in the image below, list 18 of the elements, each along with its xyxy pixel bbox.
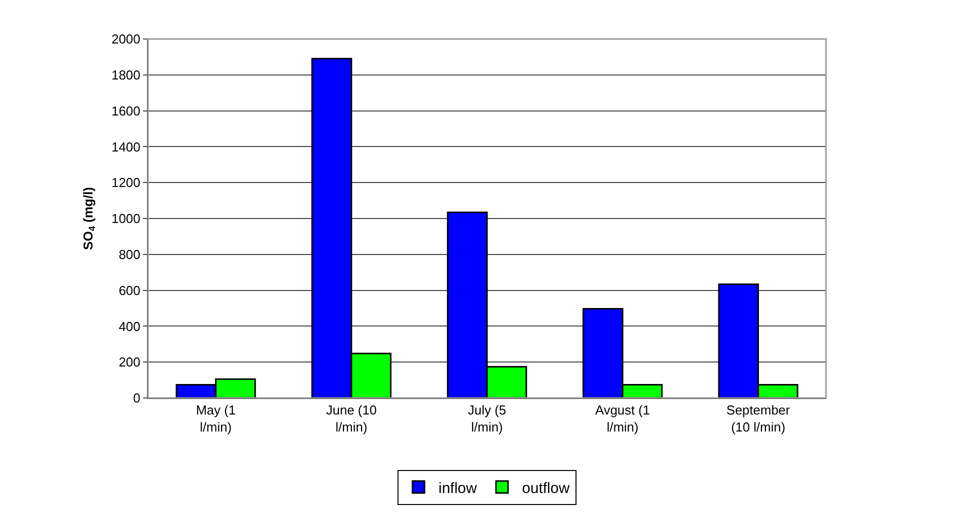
x-tick-label: July (5 l/min) <box>468 402 506 434</box>
x-tick-label: September (10 l/min) <box>726 402 791 434</box>
y-tick-label: 2000 <box>111 32 140 47</box>
y-tick-label: 400 <box>118 318 140 334</box>
x-tick-label: Avgust (1 l/min) <box>595 402 650 434</box>
legend-label: outflow <box>522 480 570 497</box>
x-tick-label: May (1 l/min) <box>196 402 236 434</box>
legend-label: inflow <box>438 480 478 497</box>
y-tick-label: 1400 <box>111 139 140 154</box>
y-tick-label: 1200 <box>111 175 140 190</box>
y-tick-label: 800 <box>118 246 140 262</box>
x-tick-label: June (10 l/min) <box>326 402 377 434</box>
y-tick-label: 1600 <box>111 103 140 118</box>
y-tick-label: 1800 <box>111 67 140 82</box>
y-tick-label: 600 <box>118 282 140 298</box>
y-tick-label: 0 <box>133 390 140 406</box>
y-tick-label: 1000 <box>111 211 140 226</box>
y-tick-label: 200 <box>118 354 140 370</box>
